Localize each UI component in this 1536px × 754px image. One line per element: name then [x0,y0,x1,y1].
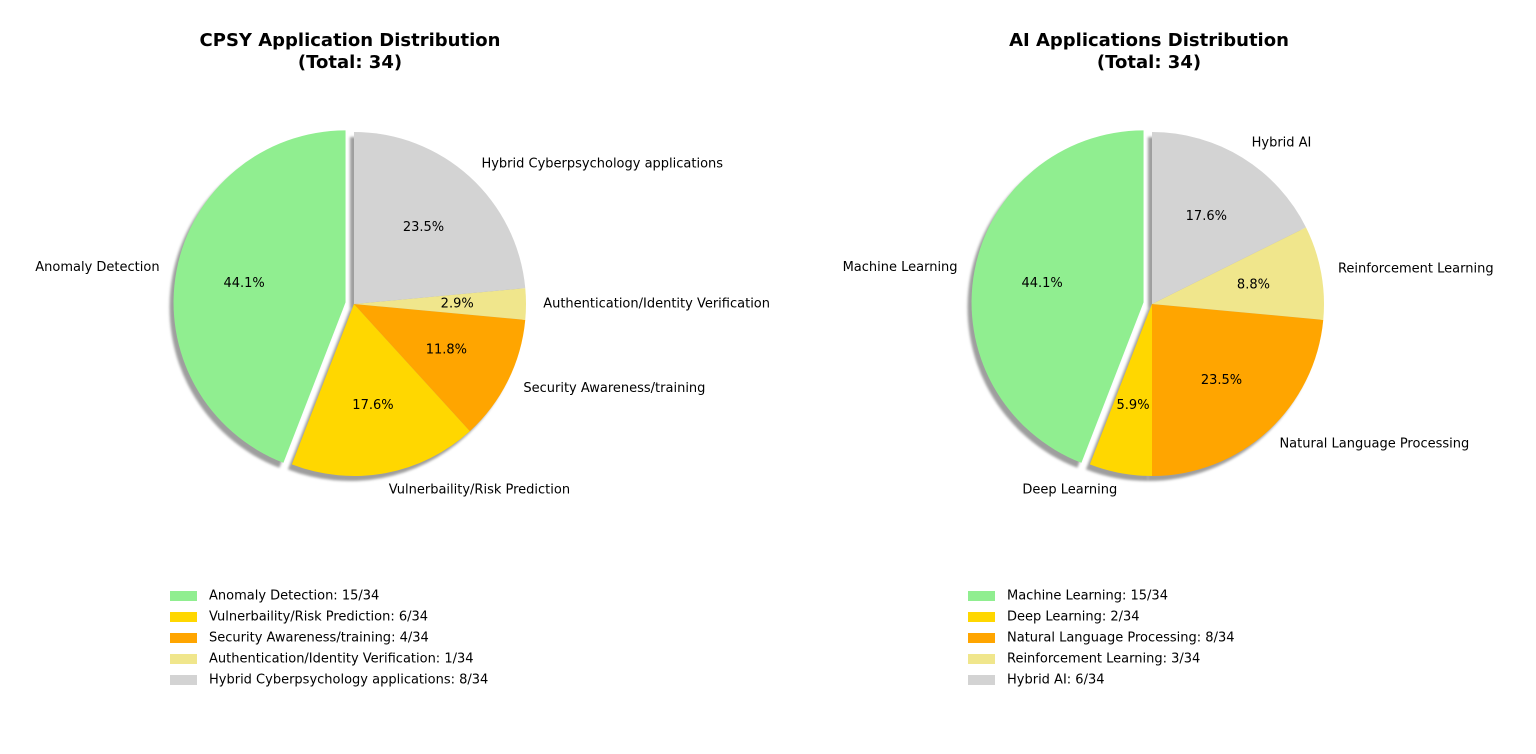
pie-slice-4 [1152,227,1324,320]
slice-label: Deep Learning [1022,482,1117,497]
chart-title: AI Applications Distribution (Total: 34) [1009,30,1289,73]
slice-label: Reinforcement Learning [1338,262,1494,277]
legend-entry: Anomaly Detection: 15/34 [209,589,379,604]
slice-label: Anomaly Detection [35,260,159,275]
legend-swatch [170,654,197,664]
slice-label: Security Awareness/training [523,381,705,396]
pie-slice-5 [1152,132,1306,304]
legend-swatch [968,654,995,664]
legend-entry: Machine Learning: 15/34 [1007,589,1168,604]
legend-entry: Vulnerbaility/Risk Prediction: 6/34 [209,610,428,625]
pie-slice-3 [1152,304,1324,476]
slice-percent-label: 23.5% [403,220,444,235]
slice-percent-label: 11.8% [426,343,467,358]
slice-label: Authentication/Identity Verification [543,297,770,312]
legend-swatch [968,633,995,643]
slice-percent-label: 44.1% [223,276,264,291]
slice-percent-label: 17.6% [352,398,393,413]
slice-label: Hybrid Cyberpsychology applications [481,157,723,172]
slice-label: Machine Learning [843,260,958,275]
slice-label: Hybrid AI [1252,136,1312,151]
pie-chart-2: AI Applications Distribution (Total: 34) M… [843,30,1494,688]
legend-swatch [968,612,995,622]
slice-label: Vulnerbaility/Risk Prediction [389,482,570,497]
legend-swatch [170,591,197,601]
legend-entry: Deep Learning: 2/34 [1007,610,1140,625]
pie-slice-4 [354,288,526,320]
pie-slice-1 [173,130,346,463]
pie-slice-1 [971,130,1144,463]
legend-swatch [170,675,197,685]
legend-entry: Reinforcement Learning: 3/34 [1007,652,1200,667]
legend-swatch [968,675,995,685]
legend-entry: Security Awareness/training: 4/34 [209,631,429,646]
legend-swatch [170,612,197,622]
slice-percent-label: 23.5% [1201,373,1242,388]
legend-entry: Natural Language Processing: 8/34 [1007,631,1235,646]
slice-percent-label: 5.9% [1117,398,1150,413]
pie-slice-3 [354,304,526,432]
legend: Machine Learning: 15/34 Deep Learning: 2/… [968,589,1235,688]
legend-entry: Hybrid Cyberpsychology applications: 8/3… [209,673,488,688]
legend: Anomaly Detection: 15/34 Vulnerbaility/Ri… [170,589,488,688]
legend-entry: Hybrid AI: 6/34 [1007,673,1105,688]
slice-percent-label: 2.9% [441,297,474,312]
legend-swatch [170,633,197,643]
slice-percent-label: 44.1% [1021,276,1062,291]
pie-slice-2 [1089,304,1152,476]
slice-percent-label: 8.8% [1237,278,1270,293]
pie-chart-1: CPSY Application Distribution (Total: 34)… [35,30,770,688]
pie-slice-2 [291,304,470,476]
pie-slice-5 [354,132,526,304]
legend-swatch [968,591,995,601]
slice-percent-label: 17.6% [1186,209,1227,224]
slice-label: Natural Language Processing [1279,436,1469,451]
chart-title: CPSY Application Distribution (Total: 34) [200,30,501,73]
legend-entry: Authentication/Identity Verification: 1/… [209,652,474,667]
